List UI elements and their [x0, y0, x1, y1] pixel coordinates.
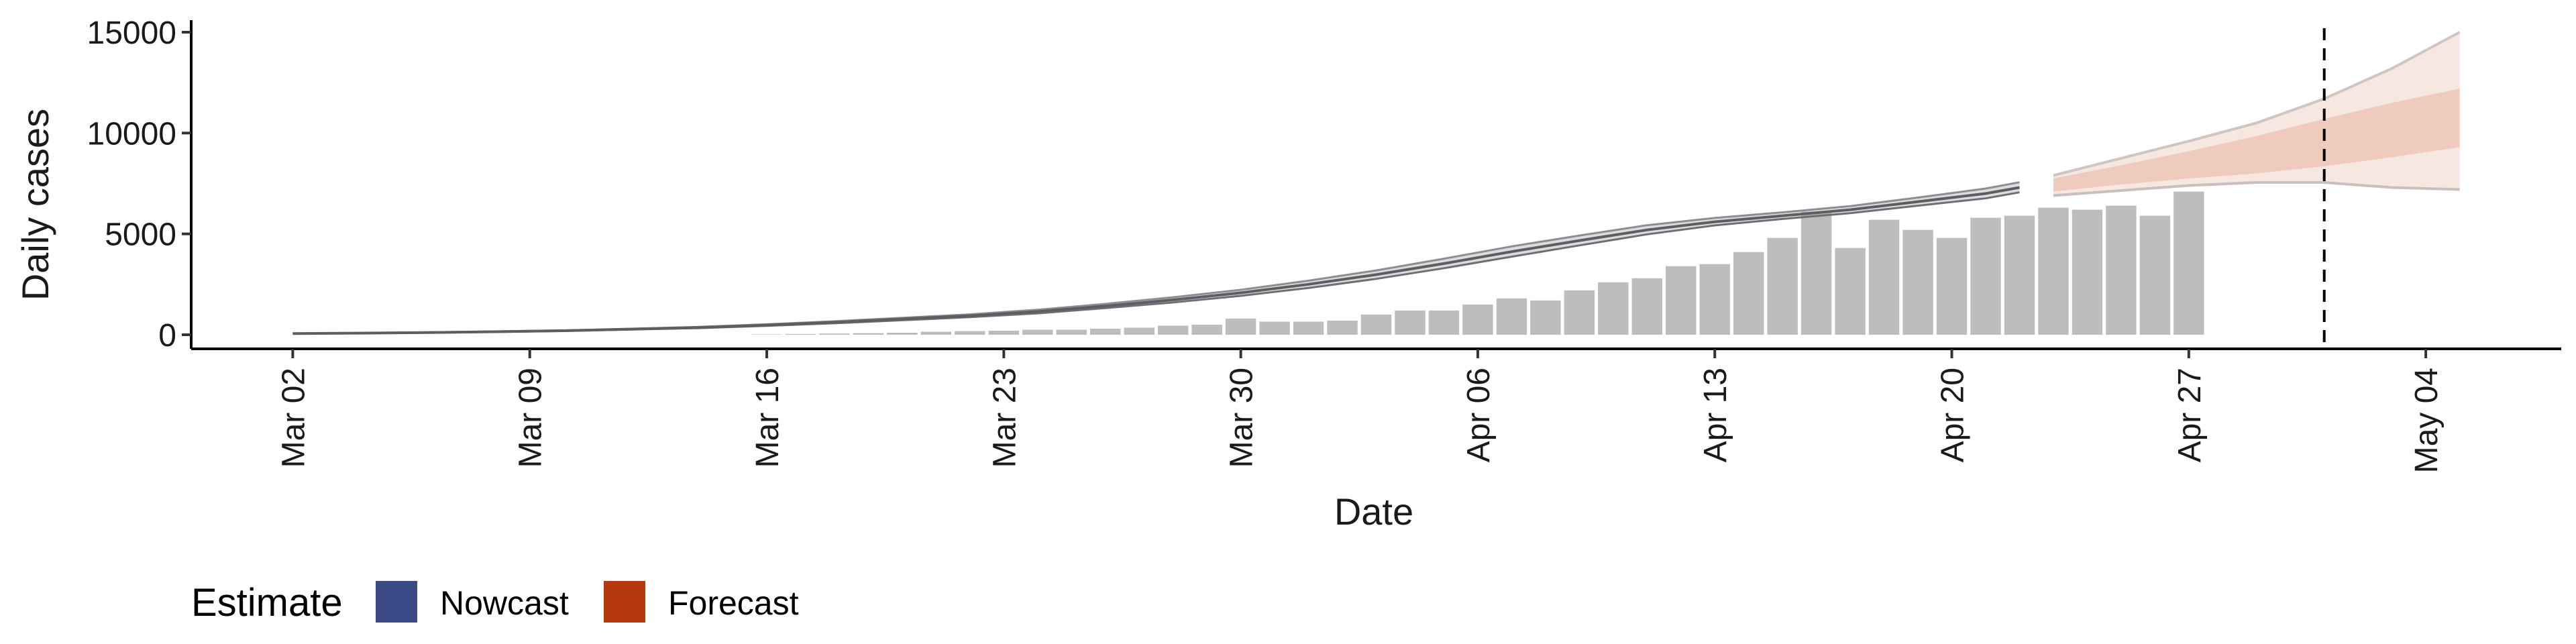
forecast-band-50	[2053, 89, 2460, 192]
bar	[988, 330, 1020, 335]
y-tick-label: 10000	[87, 116, 176, 152]
bar	[1360, 314, 1392, 335]
x-tick-label: Apr 06	[1461, 368, 1497, 462]
bar	[2072, 209, 2103, 335]
bar	[1868, 219, 1900, 335]
legend-swatch	[376, 581, 417, 623]
y-axis-title: Daily cases	[14, 109, 56, 301]
nowcast-median-line	[292, 186, 2020, 335]
bar	[1191, 324, 1222, 335]
forecast-lower-line	[2053, 181, 2460, 197]
bar	[853, 333, 884, 335]
bar	[2106, 205, 2137, 335]
bar	[2139, 215, 2171, 335]
x-tick-label: Mar 02	[276, 368, 311, 468]
legend-entries: Nowcast Forecast	[376, 581, 799, 623]
bar	[887, 332, 918, 335]
x-tick-label: Mar 23	[987, 368, 1022, 468]
x-tick-label: May 04	[2409, 368, 2445, 473]
legend: Estimate Nowcast Forecast	[191, 581, 799, 625]
bar	[1733, 252, 1764, 335]
plot-area	[292, 28, 2461, 349]
x-axis-title: Date	[1334, 490, 1413, 533]
bar	[819, 333, 850, 335]
bar	[1666, 266, 1697, 335]
bar	[955, 331, 985, 335]
bar	[1124, 327, 1155, 335]
bar	[1428, 310, 1460, 335]
bar	[1090, 328, 1121, 335]
bar	[1530, 300, 1561, 335]
bar	[1293, 321, 1324, 335]
bar	[1767, 237, 1798, 335]
bar	[751, 334, 782, 335]
legend-label: Forecast	[668, 584, 799, 622]
x-tick-label: Apr 27	[2172, 368, 2208, 462]
bar	[1395, 310, 1426, 335]
bar	[1902, 229, 1933, 335]
x-tick-label: Mar 16	[750, 368, 786, 468]
forecast-upper-line	[2053, 31, 2461, 177]
bar	[1022, 329, 1053, 335]
bar	[1327, 320, 1358, 335]
bar	[1157, 325, 1189, 335]
bar	[2038, 207, 2069, 335]
bar	[920, 331, 952, 335]
bar	[1699, 264, 1730, 335]
bar	[1801, 211, 1832, 335]
bar	[1936, 237, 1968, 335]
bar	[785, 333, 816, 335]
bar	[2174, 191, 2204, 335]
bar	[1631, 278, 1662, 335]
bar	[1564, 290, 1595, 335]
bar	[1496, 298, 1527, 335]
y-tick-label: 0	[158, 318, 176, 354]
bar	[2004, 215, 2035, 335]
bar	[1835, 248, 1866, 335]
x-tick-label: Apr 13	[1698, 368, 1733, 462]
legend-title: Estimate	[191, 581, 343, 625]
axes: 0 5000 10000 15000 Mar 02 Mar 09 Mar 16 Mar 23 M…	[87, 15, 2561, 473]
y-tick-label: 5000	[105, 217, 176, 253]
bar	[1462, 304, 1493, 335]
bar	[1056, 329, 1087, 335]
legend-label: Nowcast	[440, 584, 569, 622]
bar	[1259, 321, 1290, 335]
bar	[1225, 318, 1256, 335]
bar	[1970, 217, 2001, 335]
legend-swatch	[604, 581, 645, 623]
bar	[1598, 282, 1629, 335]
x-tick-label: Mar 30	[1224, 368, 1260, 468]
x-tick-label: Apr 20	[1935, 368, 1971, 462]
y-tick-label: 15000	[87, 15, 176, 51]
x-tick-label: Mar 09	[513, 368, 549, 468]
